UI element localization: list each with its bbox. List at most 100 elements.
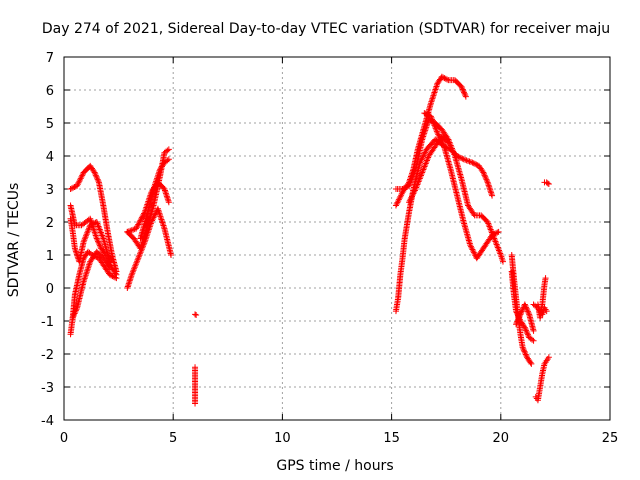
data-point (470, 247, 477, 254)
data-point (479, 168, 486, 175)
y-tick-label: 5 (46, 117, 54, 132)
data-point (434, 129, 441, 136)
data-point (165, 199, 172, 206)
data-point (430, 92, 437, 99)
data-point (133, 224, 140, 231)
data-point (138, 214, 145, 221)
data-point (395, 198, 402, 205)
data-point (77, 176, 84, 183)
data-point (480, 169, 487, 176)
data-point (83, 269, 90, 276)
data-point (523, 305, 530, 312)
data-point (459, 86, 466, 93)
data-point (92, 172, 99, 179)
data-point (168, 252, 175, 258)
data-point (159, 219, 166, 226)
data-point (72, 307, 79, 314)
data-point (513, 321, 520, 328)
data-point (430, 91, 437, 98)
data-point (70, 311, 77, 318)
data-point (425, 112, 432, 119)
data-point (469, 159, 476, 166)
data-point (78, 173, 85, 180)
data-point (409, 191, 416, 198)
data-point (513, 308, 520, 315)
data-point (523, 352, 530, 359)
data-point (462, 92, 469, 99)
x-tick-label: 15 (383, 431, 400, 446)
chart-title: Day 274 of 2021, Sidereal Day-to-day VTE… (42, 21, 610, 37)
data-point (530, 337, 537, 344)
data-point (432, 86, 439, 93)
data-point (484, 177, 491, 184)
data-point (84, 266, 91, 273)
data-point (399, 186, 406, 192)
data-point (522, 302, 529, 309)
data-point (93, 235, 100, 242)
data-point (470, 160, 477, 167)
data-point (444, 145, 451, 152)
data-point (462, 93, 469, 100)
data-point (435, 131, 442, 138)
data-point (79, 172, 86, 179)
data-point (524, 331, 531, 338)
data-point (524, 308, 531, 315)
data-point (440, 74, 447, 81)
data-point (398, 192, 405, 199)
data-point (455, 153, 462, 160)
data-point (441, 143, 448, 150)
data-point (528, 360, 535, 367)
data-point (421, 150, 428, 157)
data-point (431, 89, 438, 96)
data-point (157, 214, 164, 221)
data-point (519, 344, 526, 351)
data-point (164, 147, 171, 154)
data-point (465, 157, 472, 164)
y-tick-label: 1 (46, 249, 54, 264)
data-point (137, 217, 144, 224)
data-point (522, 351, 529, 358)
y-tick-label: -3 (41, 381, 54, 396)
data-point (428, 98, 435, 105)
data-point (77, 175, 84, 182)
data-point (84, 267, 91, 274)
data-point (472, 160, 479, 167)
data-point (70, 184, 77, 191)
data-point (165, 146, 172, 153)
data-point (542, 275, 549, 282)
x-tick-label: 0 (60, 431, 68, 446)
data-point (520, 323, 527, 330)
data-point (67, 186, 74, 192)
data-point (522, 326, 529, 333)
data-point (83, 270, 90, 277)
data-point (454, 153, 461, 159)
data-point (522, 350, 529, 357)
data-point (468, 245, 475, 252)
data-point (136, 218, 143, 225)
axis-ticks (63, 56, 611, 421)
data-point (545, 181, 552, 188)
data-point (456, 154, 463, 161)
data-point (192, 400, 199, 407)
data-point (489, 192, 496, 199)
data-point (442, 75, 449, 82)
data-point (157, 213, 164, 220)
data-point (134, 222, 141, 229)
data-point (516, 314, 523, 321)
data-point (444, 76, 451, 83)
data-point (518, 308, 525, 315)
data-point (108, 272, 115, 279)
y-tick-label: 3 (46, 183, 54, 198)
data-point (193, 312, 200, 319)
data-point (427, 100, 434, 107)
data-point (444, 138, 451, 145)
data-point (139, 213, 146, 220)
data-point (91, 229, 98, 236)
data-point (81, 275, 88, 282)
y-tick-label: 4 (46, 150, 54, 165)
data-point (432, 84, 439, 91)
data-point (88, 221, 95, 228)
data-point (525, 309, 532, 316)
data-point (529, 336, 536, 343)
data-point (441, 75, 448, 82)
